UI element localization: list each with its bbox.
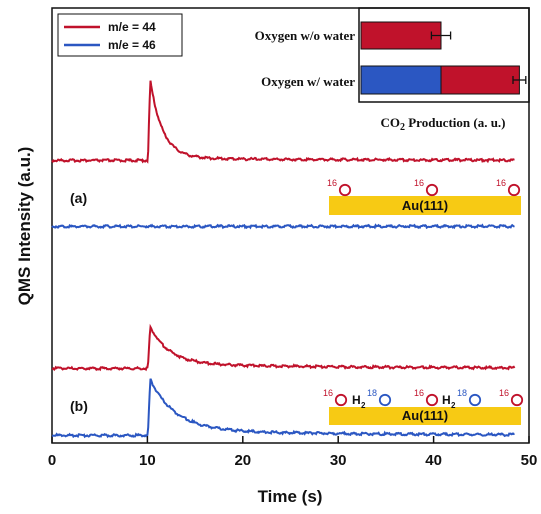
water-hydrogen-label: H — [352, 393, 361, 407]
panel-label-b: (b) — [70, 398, 88, 414]
oxygen-adsorbate: 16 O — [499, 388, 524, 407]
species-label: O — [385, 402, 386, 404]
species-label: O — [475, 402, 476, 404]
isotope-mass-label: 16 — [414, 178, 424, 188]
species-label: O — [514, 192, 515, 194]
x-tick-label: 10 — [139, 452, 156, 469]
inset-x-label: CO2 Production (a. u.) — [380, 115, 505, 133]
panel-label-a: (a) — [70, 190, 87, 206]
x-tick-label: 20 — [234, 452, 251, 469]
substrate-bar-b — [329, 407, 521, 425]
oxygen-adsorbate: 16 O — [323, 388, 348, 407]
oxygen-adsorbate: 16 O — [327, 178, 352, 197]
oxygen-adsorbate: 16 O — [414, 388, 439, 407]
x-tick-label: 40 — [425, 452, 442, 469]
x-axis-ticks: 0 10 20 30 40 50 — [48, 436, 538, 469]
isotope-mass-label: 16 — [414, 388, 424, 398]
isotope-mass-label: 18 — [367, 388, 377, 398]
oxygen-atom-icon — [425, 183, 439, 197]
inset-frame — [358, 7, 530, 103]
oxygen-atom-icon — [334, 393, 348, 407]
legend: m/e = 44 m/e = 46 — [57, 13, 183, 57]
oxygen-adsorbate: 16 O — [496, 178, 521, 197]
trace-b-m44 — [51, 323, 516, 372]
inset-category-1: Oxygen w/ water — [261, 74, 355, 89]
isotope-mass-label: 16 — [496, 178, 506, 188]
x-tick-label: 50 — [521, 452, 538, 469]
inset-chart: Oxygen w/o water Oxygen w/ water CO2 Pro… — [255, 7, 530, 133]
legend-label-m44: m/e = 44 — [108, 20, 156, 34]
substrate-bar-a — [329, 196, 521, 215]
x-tick-label: 30 — [330, 452, 347, 469]
species-label: O — [432, 402, 433, 404]
isotope-mass-label: 16 — [327, 178, 337, 188]
substrate-label-b: Au(111) — [402, 408, 448, 423]
oxygen-atom-icon — [338, 183, 352, 197]
water-hydrogen-label: H — [442, 393, 451, 407]
trace-a-m46 — [51, 223, 515, 230]
oxygen-atom-icon — [468, 393, 482, 407]
trace-a-m44 — [51, 80, 515, 164]
x-axis-label: Time (s) — [258, 487, 323, 506]
inset-bar-segment — [360, 21, 442, 50]
water-adsorbate: H 218 O — [352, 388, 392, 410]
inset-bar-segment — [360, 65, 442, 95]
inset-category-0: Oxygen w/o water — [255, 28, 356, 43]
x-tick-label: 0 — [48, 452, 56, 469]
trace-b-m46 — [51, 378, 515, 439]
water-adsorbate: H 218 O — [442, 388, 482, 410]
oxygen-atom-icon — [510, 393, 524, 407]
oxygen-adsorbate: 16 O — [414, 178, 439, 197]
plot-frame — [51, 7, 530, 444]
isotope-mass-label: 16 — [323, 388, 333, 398]
species-label: O — [345, 192, 346, 194]
water-hydrogen-subscript: 2 — [361, 401, 366, 410]
oxygen-atom-icon — [378, 393, 392, 407]
isotope-mass-label: 18 — [457, 388, 467, 398]
oxygen-atom-icon — [425, 393, 439, 407]
inset-x-label-rest: Production (a. u.) — [405, 115, 506, 130]
substrate-b: Au(111) — [329, 407, 521, 425]
isotope-mass-label: 16 — [499, 388, 509, 398]
water-hydrogen-subscript: 2 — [451, 401, 456, 410]
species-label: O — [517, 402, 518, 404]
traces — [51, 80, 516, 439]
oxygen-atom-icon — [507, 183, 521, 197]
species-label: O — [341, 402, 342, 404]
inset-bars — [360, 21, 527, 95]
substrate-label-a: Au(111) — [402, 198, 448, 213]
legend-label-m46: m/e = 46 — [108, 38, 156, 52]
legend-box — [57, 13, 183, 57]
adsorbates-a: 16 O 16 O 16 O — [327, 178, 521, 197]
inset-bar-segment — [440, 65, 520, 95]
substrate-a: Au(111) — [329, 196, 521, 215]
y-axis-label: QMS Intensity (a.u.) — [15, 147, 34, 306]
inset-x-label-sub: 2 — [400, 122, 405, 133]
inset-x-label-main: CO — [380, 115, 400, 130]
species-label: O — [432, 192, 433, 194]
